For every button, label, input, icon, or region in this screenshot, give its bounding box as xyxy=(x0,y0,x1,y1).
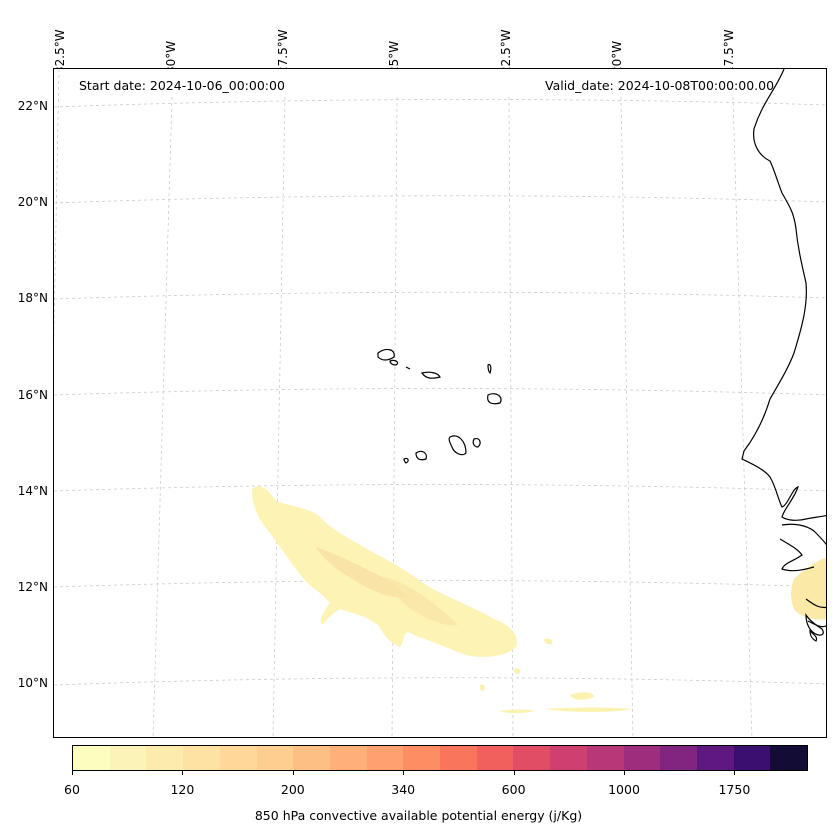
island-santiago xyxy=(448,435,467,456)
valid-date-label: Valid_date: 2024-10-08T00:00:00.00 xyxy=(545,78,775,93)
gridline-lat-22 xyxy=(54,99,826,108)
colorbar-cell xyxy=(73,746,110,770)
gridline-lat-12 xyxy=(54,580,826,588)
colorbar-tick-label: 600 xyxy=(501,782,526,797)
colorbar-cell xyxy=(293,746,330,770)
colorbar-tickmark xyxy=(513,771,515,775)
colorbar-label: 850 hPa convective available potential e… xyxy=(254,808,583,823)
cape-blob-streak-3 xyxy=(570,692,594,700)
cape-region-africa xyxy=(791,557,826,620)
gridline-lat-10 xyxy=(54,677,826,686)
latitude-label: 12°N xyxy=(17,580,48,594)
colorbar-cell xyxy=(733,746,771,770)
colorbar-cell xyxy=(440,746,477,770)
gridline-lat-18 xyxy=(54,291,826,300)
colorbar-cell xyxy=(660,746,697,770)
colorbar-cell xyxy=(256,746,294,770)
map-canvas xyxy=(54,69,826,737)
island-sal xyxy=(487,363,492,375)
colorbar-tickmark xyxy=(72,771,73,775)
colorbar-tick-label: 60 xyxy=(64,782,80,797)
colorbar-tick-label: 120 xyxy=(170,782,195,797)
colorbar-cell xyxy=(219,746,257,770)
colorbar-cell xyxy=(586,746,624,770)
gridline-lat-20 xyxy=(54,195,826,204)
coastline-senegambia xyxy=(779,523,826,628)
map-panel xyxy=(53,68,827,738)
coastline-islands-south xyxy=(809,629,818,642)
colorbar-cell xyxy=(513,746,551,770)
gridline-lat-14 xyxy=(54,484,826,492)
colorbar-cell xyxy=(403,746,441,770)
cape-field xyxy=(252,486,826,714)
colorbar-tick-label: 1000 xyxy=(608,782,640,797)
latitude-label: 14°N xyxy=(17,484,48,498)
colorbar-cell xyxy=(109,746,147,770)
colorbar-tickmark xyxy=(182,771,184,775)
island-sao-nicolau xyxy=(421,371,441,379)
gridline-lon-17.5 xyxy=(732,96,753,737)
coastline-guinea-bissau xyxy=(805,613,824,636)
colorbar-tick-label: 1750 xyxy=(718,782,751,797)
gridline-lon-27.5 xyxy=(272,96,286,737)
island-maio xyxy=(472,438,481,448)
colorbar-cell xyxy=(329,746,367,770)
island-santa-luzia xyxy=(405,366,411,370)
colorbar-tickmark xyxy=(734,771,736,775)
latitude-label: 22°N xyxy=(17,99,48,113)
colorbar-tickmark xyxy=(292,771,294,775)
cape-region-core-2 xyxy=(384,577,458,626)
colorbar-cell xyxy=(366,746,404,770)
cape-blob-streak-2 xyxy=(499,709,534,714)
cape-region-main xyxy=(252,486,517,657)
latitude-label: 10°N xyxy=(17,676,48,690)
island-fogo xyxy=(415,450,427,461)
colorbar-cell xyxy=(770,746,808,770)
latitude-label: 20°N xyxy=(17,195,48,209)
island-brava xyxy=(403,457,409,464)
colorbar xyxy=(72,745,808,771)
colorbar-tick-label: 200 xyxy=(280,782,305,797)
gridline-lat-16 xyxy=(54,388,826,396)
cape-blob-small-1 xyxy=(544,638,553,645)
latitude-label: 16°N xyxy=(17,388,48,402)
island-boa-vista xyxy=(487,393,502,405)
cape-blob-small-2 xyxy=(479,684,485,691)
colorbar-tick-label: 340 xyxy=(391,782,416,797)
cape-region-core xyxy=(316,547,406,598)
latitude-label: 18°N xyxy=(17,291,48,305)
island-sao-vicente xyxy=(389,359,399,366)
gridline-lon-20 xyxy=(620,96,634,737)
colorbar-cell xyxy=(476,746,514,770)
colorbar-cell xyxy=(696,746,734,770)
colorbar-cell xyxy=(183,746,220,770)
island-santo-antao xyxy=(377,348,395,361)
gridline-lon-32.5 xyxy=(54,69,60,348)
cape-blob-streak-1 xyxy=(544,707,632,712)
colorbar-tickmark xyxy=(624,771,625,775)
coastline-west-africa xyxy=(741,69,826,521)
coastlines xyxy=(377,69,826,642)
colorbar-cell xyxy=(550,746,587,770)
colorbar-cell xyxy=(146,746,184,770)
colorbar-tickmark xyxy=(403,771,405,775)
cape-blob-small-3 xyxy=(513,668,521,674)
colorbar-cell xyxy=(623,746,661,770)
gridline-lon-30 xyxy=(152,96,173,737)
start-date-label: Start date: 2024-10-06_00:00:00 xyxy=(79,78,285,93)
